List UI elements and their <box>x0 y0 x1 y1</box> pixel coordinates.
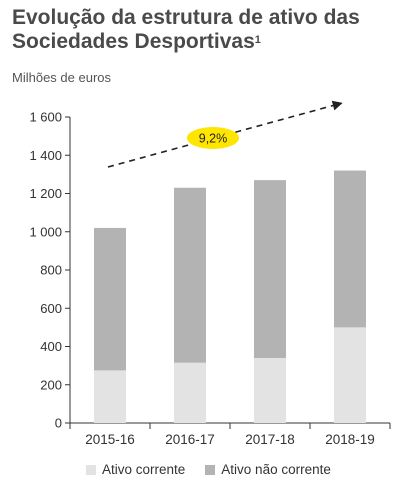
legend-swatch-ativo-nao-corrente <box>205 464 216 475</box>
y-tick-label: 1 600 <box>29 110 62 125</box>
bar-ativo-corrente <box>174 362 206 423</box>
y-tick-label: 800 <box>40 263 62 278</box>
chart-title-text: Evolução da estrutura de ativo das Socie… <box>12 6 360 53</box>
axis-layer: 0 200 400 600 800 1 000 1 200 1 400 1 600 2015-16… <box>29 110 391 447</box>
y-tick-label: 200 <box>40 377 62 392</box>
bar-ativo-nao-corrente <box>334 170 366 328</box>
trend-arrowhead-icon <box>331 100 343 111</box>
bar-ativo-nao-corrente <box>254 180 286 358</box>
y-tick-label: 1 400 <box>29 148 62 163</box>
x-tick-label: 2017-18 <box>245 432 295 447</box>
bar-ativo-nao-corrente <box>174 187 206 363</box>
y-tick-label: 1 000 <box>29 224 62 239</box>
x-tick-label: 2018-19 <box>325 432 375 447</box>
chart-legend: Ativo corrente Ativo não corrente <box>86 462 331 477</box>
growth-callout-label: 9,2% <box>199 132 228 146</box>
x-tick-label: 2016-17 <box>165 432 215 447</box>
y-tick-label: 600 <box>40 301 62 316</box>
legend-item-ativo-corrente: Ativo corrente <box>86 462 185 477</box>
legend-item-ativo-nao-corrente: Ativo não corrente <box>205 462 331 477</box>
y-tick-label: 0 <box>55 416 62 431</box>
y-tick-label: 1 200 <box>29 186 62 201</box>
legend-swatch-ativo-corrente <box>86 464 96 475</box>
legend-label-ativo-corrente: Ativo corrente <box>102 462 186 477</box>
chart-unit-label: Milhões de euros <box>12 70 111 85</box>
footnote-marker: 1 <box>254 34 261 46</box>
legend-label-ativo-nao-corrente: Ativo não corrente <box>221 462 331 477</box>
x-tick-label: 2015-16 <box>85 432 135 447</box>
bar-ativo-corrente <box>254 357 286 423</box>
y-tick-label: 400 <box>40 339 62 354</box>
bars-layer <box>94 170 366 423</box>
chart-title: Evolução da estrutura de ativo das Socie… <box>12 6 402 54</box>
bar-ativo-corrente <box>94 370 126 423</box>
bar-ativo-corrente <box>334 327 366 423</box>
growth-callout-bubble <box>187 127 239 149</box>
growth-annotation: 9,2% <box>107 100 343 168</box>
bar-ativo-nao-corrente <box>94 227 126 371</box>
